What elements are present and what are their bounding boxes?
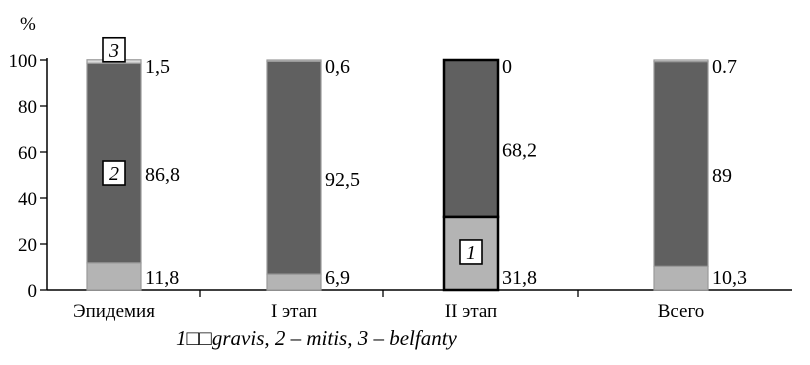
x-category-label: Эпидемия [73,301,155,322]
legend-separator-3: , 3 – [347,326,390,350]
data-label: 0,6 [325,56,350,78]
bar-segment [266,59,322,62]
bar-segment [442,58,500,219]
series-marker-label: 1 [466,242,476,264]
bar-segment [653,59,709,63]
legend-name-mitis: mitis [306,326,348,350]
data-label: 11,8 [145,267,179,289]
data-label: 0.7 [712,56,737,78]
y-tick-label: 60 [18,143,37,164]
x-category-label: Всего [658,301,705,322]
data-label: 10,3 [712,267,747,289]
legend-name-gravis: gravis [211,326,265,350]
legend-caption: 1□□gravis, 2 – mitis, 3 – belfanty [176,326,457,351]
series-marker-label: 3 [108,40,119,62]
x-category-label: I этап [271,301,317,322]
bar-segment [653,265,709,291]
bar-segment [653,61,709,267]
data-label: 86,8 [145,164,180,186]
legend-separator-2: , 2 – [264,326,307,350]
legend-separator: □□ [186,326,212,350]
x-category-label: II этап [445,301,497,322]
bar-segment [86,262,142,291]
y-tick-label: 20 [18,235,37,256]
y-axis-unit-label: % [20,14,36,35]
y-tick-label: 100 [9,51,38,72]
legend-key-1: 1 [176,326,187,350]
data-label: 1,5 [145,56,170,78]
data-label: 89 [712,165,732,187]
data-label: 68,2 [502,139,537,161]
data-label: 31,8 [502,267,537,289]
y-tick-label: 0 [28,281,38,302]
data-label: 92,5 [325,169,360,191]
data-label: 6,9 [325,267,350,289]
bar-segment [266,273,322,291]
series-marker-label: 2 [109,163,119,185]
series-marker-box [459,239,483,265]
stacked-bar-chart: %02040608010011,886,81,5Эпидемия6,992,50… [9,14,792,322]
y-tick-label: 80 [18,97,37,118]
legend-name-belfanty: belfanty [389,326,457,350]
bar-segment [266,60,322,275]
data-label: 0 [502,56,512,78]
series-marker-box [102,160,126,186]
y-tick-label: 40 [18,189,37,210]
bar-segment [442,215,500,292]
series-marker-box [102,36,126,63]
